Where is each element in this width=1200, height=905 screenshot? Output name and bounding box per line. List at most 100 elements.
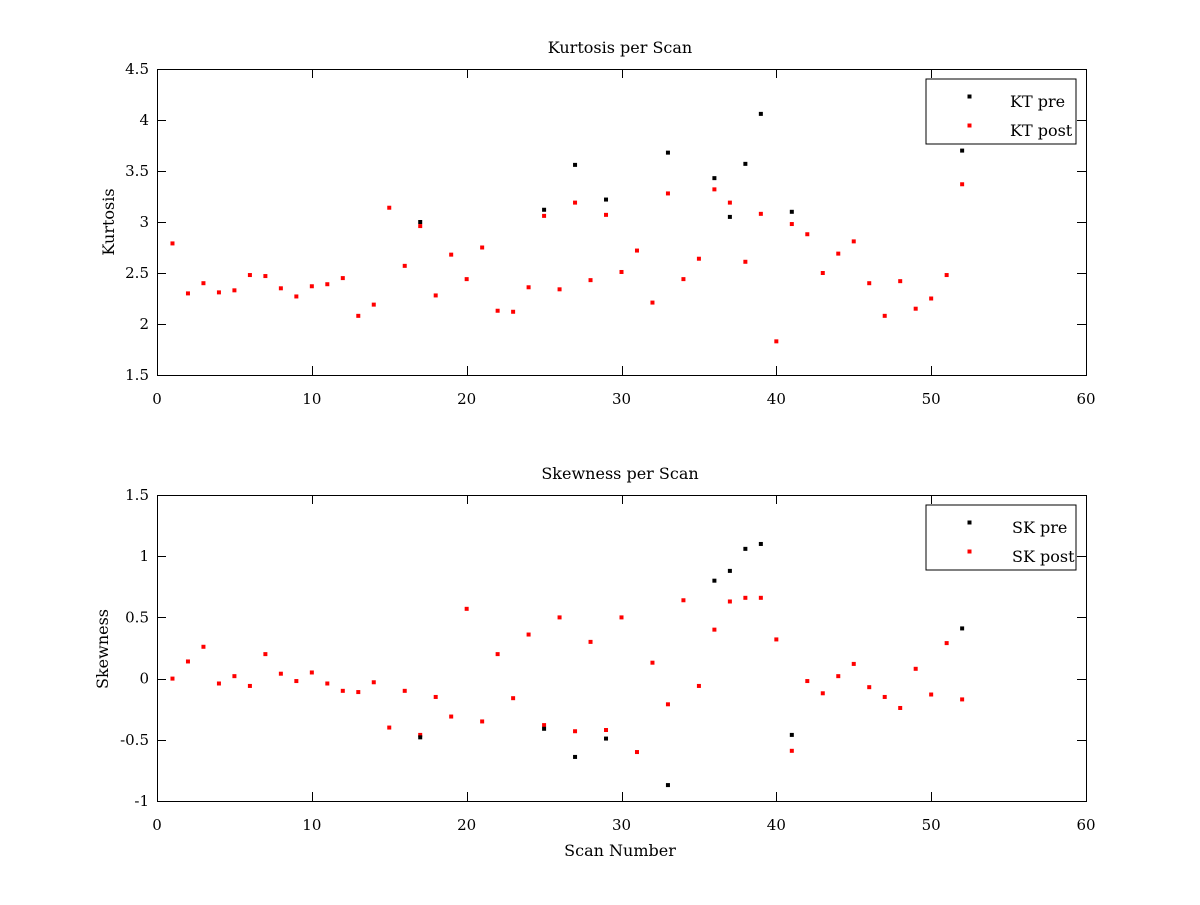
- skewness-point-post: [758, 595, 763, 600]
- skewness-point-post: [495, 652, 500, 657]
- kurtosis-point-post: [727, 200, 732, 205]
- x-tick-label: 60: [1076, 816, 1095, 834]
- kurtosis-point-post: [604, 212, 609, 217]
- kurtosis-point-pre: [960, 148, 965, 153]
- skewness-point-pre: [743, 546, 748, 551]
- skewness-point-post: [774, 637, 779, 642]
- kurtosis-point-post: [433, 293, 438, 298]
- kurtosis-point-post: [185, 291, 190, 296]
- skewness-point-post: [526, 632, 531, 637]
- kurtosis-point-pre: [789, 209, 794, 214]
- y-tick-label: -1: [134, 792, 149, 810]
- skewness-point-pre: [758, 541, 763, 546]
- skewness-point-post: [836, 674, 841, 679]
- skewness-point-post: [898, 705, 903, 710]
- kurtosis-y-axis-label: Kurtosis: [99, 188, 118, 255]
- skewness-point-post: [201, 644, 206, 649]
- skewness-point-post: [573, 729, 578, 734]
- skewness-point-pre: [542, 726, 547, 731]
- kurtosis-point-post: [836, 251, 841, 256]
- kurtosis-point-post: [960, 182, 965, 187]
- skewness-point-post: [650, 660, 655, 665]
- skewness-point-post: [867, 685, 872, 690]
- skewness-point-post: [294, 679, 299, 684]
- y-tick-label: 0.5: [125, 608, 149, 626]
- kurtosis-point-post: [387, 205, 392, 210]
- kurtosis-point-post: [278, 286, 283, 291]
- kurtosis-legend: KT pre KT post: [925, 78, 1077, 145]
- skewness-point-post: [356, 690, 361, 695]
- kurtosis-legend-label-pre: KT pre: [1010, 92, 1065, 111]
- x-tick-label: 10: [302, 390, 321, 408]
- kurtosis-point-post: [882, 313, 887, 318]
- skewness-point-post: [480, 719, 485, 724]
- x-tick-label: 30: [612, 390, 631, 408]
- skewness-ticks: 0 10 20 30 40 50 60 -1 -0.5 0 0.5 1 1.5: [120, 486, 1095, 834]
- kurtosis-point-post: [743, 259, 748, 264]
- y-tick-label: 1: [139, 547, 149, 565]
- x-tick-label: 10: [302, 816, 321, 834]
- x-tick-label: 20: [457, 816, 476, 834]
- kurtosis-point-post: [789, 222, 794, 227]
- skewness-point-pre: [712, 578, 717, 583]
- kurtosis-point-post: [665, 191, 670, 196]
- y-tick-label: 1.5: [125, 486, 149, 504]
- kurtosis-point-post: [774, 339, 779, 344]
- skewness-point-post: [449, 714, 454, 719]
- kurtosis-point-post: [247, 273, 252, 278]
- kurtosis-legend-marker-post: [967, 123, 972, 128]
- skewness-point-post: [247, 683, 252, 688]
- skewness-point-post: [851, 661, 856, 666]
- kurtosis-point-post: [712, 187, 717, 192]
- kurtosis-point-post: [340, 276, 345, 281]
- kurtosis-point-post: [464, 277, 469, 282]
- kurtosis-point-post: [511, 309, 516, 314]
- skewness-point-pre: [418, 735, 423, 740]
- kurtosis-legend-box: [925, 78, 1077, 145]
- skewness-legend-box: [925, 504, 1077, 571]
- y-tick-label: 3.5: [125, 162, 149, 180]
- skewness-legend-marker-post: [967, 549, 972, 554]
- kurtosis-point-post: [170, 241, 175, 246]
- x-tick-label: 0: [152, 390, 162, 408]
- skewness-point-post: [727, 599, 732, 604]
- kurtosis-point-pre: [573, 162, 578, 167]
- skewness-point-post: [634, 750, 639, 755]
- skewness-point-post: [588, 639, 593, 644]
- skewness-point-post: [418, 732, 423, 737]
- kurtosis-point-post: [805, 232, 810, 237]
- skewness-legend: SK pre SK post: [925, 504, 1077, 571]
- skewness-point-post: [913, 666, 918, 671]
- skewness-point-post: [712, 627, 717, 632]
- skewness-point-post: [511, 696, 516, 701]
- kurtosis-point-post: [418, 224, 423, 229]
- kurtosis-point-post: [681, 277, 686, 282]
- skewness-point-pre: [604, 736, 609, 741]
- y-tick-label: 2: [139, 315, 149, 333]
- x-tick-label: 40: [767, 390, 786, 408]
- x-tick-label: 60: [1076, 390, 1095, 408]
- y-tick-label: -0.5: [120, 731, 149, 749]
- kurtosis-point-post: [201, 281, 206, 286]
- skewness-point-post: [278, 671, 283, 676]
- skewness-point-post: [325, 681, 330, 686]
- kurtosis-point-pre: [743, 161, 748, 166]
- skewness-point-post: [820, 691, 825, 696]
- kurtosis-point-post: [588, 278, 593, 283]
- skewness-point-post: [960, 697, 965, 702]
- kurtosis-point-post: [232, 288, 237, 293]
- skewness-point-post: [371, 680, 376, 685]
- y-tick-label: 0: [139, 670, 149, 688]
- kurtosis-point-post: [619, 269, 624, 274]
- skewness-point-pre: [960, 626, 965, 631]
- skewness-point-post: [557, 615, 562, 620]
- skewness-point-pre: [727, 568, 732, 573]
- x-tick-label: 20: [457, 390, 476, 408]
- kurtosis-plot-title: Kurtosis per Scan: [548, 38, 692, 57]
- y-tick-label: 2.5: [125, 264, 149, 282]
- kurtosis-point-pre: [727, 214, 732, 219]
- kurtosis-point-post: [867, 281, 872, 286]
- kurtosis-point-post: [526, 285, 531, 290]
- y-tick-label: 4: [139, 111, 149, 129]
- kurtosis-point-post: [851, 239, 856, 244]
